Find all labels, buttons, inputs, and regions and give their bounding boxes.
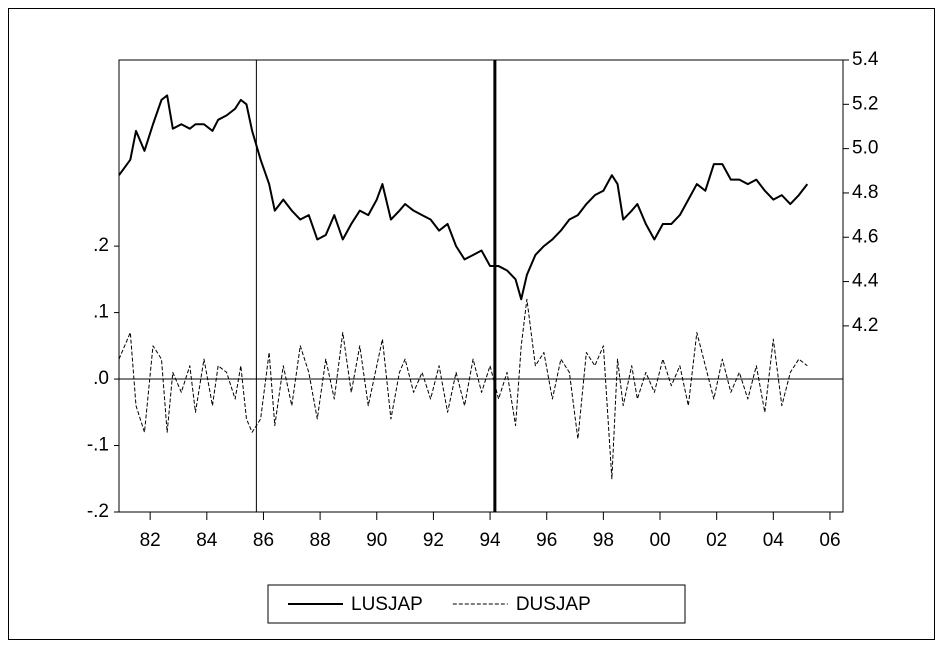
- y2-tick-label: 4.8: [852, 182, 878, 203]
- x-tick-label: 86: [253, 530, 274, 551]
- y-tick-label: .1: [93, 302, 109, 323]
- y2-tick-label: 5.0: [852, 138, 878, 159]
- x-tick-label: 94: [479, 530, 501, 551]
- x-tick-label: 04: [763, 530, 785, 551]
- x-tick-label: 90: [366, 530, 387, 551]
- legend-label: DUSJAP: [516, 594, 591, 615]
- series-line: [118, 94, 809, 301]
- x-tick-label: 06: [819, 530, 840, 551]
- y-tick-label: -.2: [87, 501, 109, 522]
- y2-tick-label: 4.2: [852, 315, 878, 336]
- x-tick-label: 98: [593, 530, 614, 551]
- y2-tick-label: 5.4: [852, 49, 879, 70]
- x-tick-label: 84: [196, 530, 218, 551]
- x-tick-label: 02: [706, 530, 727, 551]
- y-tick-label: -.1: [87, 435, 109, 456]
- y2-tick-label: 5.2: [852, 93, 878, 114]
- x-tick-label: 92: [423, 530, 444, 551]
- legend-label: LUSJAP: [351, 594, 423, 615]
- y-tick-label: .2: [93, 235, 109, 256]
- x-tick-label: 88: [310, 530, 331, 551]
- x-tick-label: 96: [536, 530, 557, 551]
- y-tick-label: .0: [93, 368, 109, 389]
- series-line: [118, 298, 808, 480]
- y2-tick-label: 4.4: [852, 271, 879, 292]
- y2-tick-label: 4.6: [852, 226, 878, 247]
- plot-area: [118, 59, 844, 513]
- x-tick-label: 00: [649, 530, 670, 551]
- x-tick-label: 82: [140, 530, 161, 551]
